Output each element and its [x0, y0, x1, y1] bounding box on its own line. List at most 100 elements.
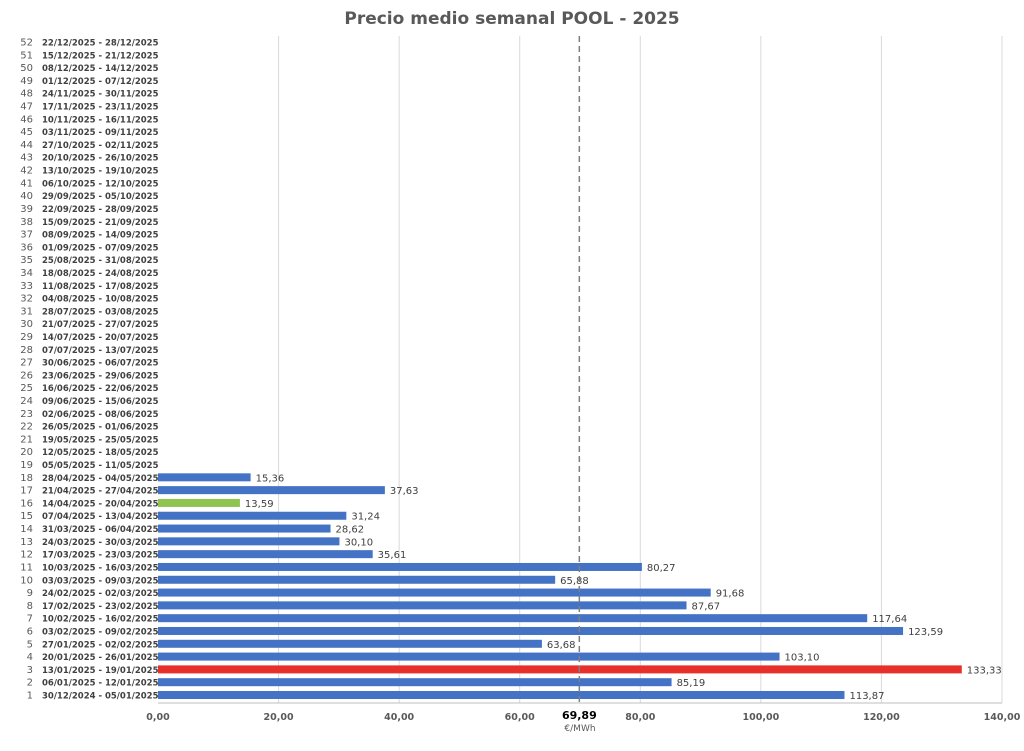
x-tick-label: 80,00	[625, 712, 655, 723]
week-number: 1	[27, 691, 33, 702]
bar	[158, 639, 542, 648]
week-date-range: 20/01/2025 - 26/01/2025	[42, 653, 159, 663]
week-date-range: 27/10/2025 - 02/11/2025	[42, 141, 159, 151]
week-date-range: 26/05/2025 - 01/06/2025	[42, 423, 159, 433]
week-date-range: 01/12/2025 - 07/12/2025	[42, 77, 159, 87]
week-number: 26	[20, 370, 33, 381]
week-number: 48	[20, 89, 33, 100]
week-number: 8	[27, 601, 33, 612]
week-number: 41	[20, 178, 33, 189]
week-date-range: 08/09/2025 - 14/09/2025	[42, 231, 159, 241]
week-number: 35	[20, 255, 33, 266]
week-number: 21	[20, 434, 33, 445]
week-date-range: 08/12/2025 - 14/12/2025	[42, 64, 159, 74]
week-date-range: 13/10/2025 - 19/10/2025	[42, 167, 159, 177]
week-date-range: 03/11/2025 - 09/11/2025	[42, 128, 159, 138]
x-axis: 0,00 20,00 40,00 60,00 80,00 100,00 120,00 140,…	[146, 702, 1021, 723]
bar	[158, 678, 672, 687]
week-number: 15	[20, 511, 33, 522]
week-date-range: 10/11/2025 - 16/11/2025	[42, 115, 159, 125]
x-tick-label: 40,00	[384, 712, 414, 723]
week-date-range: 22/09/2025 - 28/09/2025	[42, 205, 159, 215]
week-date-range: 09/06/2025 - 15/06/2025	[42, 397, 159, 407]
chart-title: Precio medio semanal POOL - 2025	[344, 9, 679, 29]
week-number: 51	[20, 50, 33, 61]
week-number: 45	[20, 127, 33, 138]
x-axis-title: €/MWh	[564, 724, 595, 734]
week-number: 36	[20, 242, 33, 253]
bar	[158, 498, 240, 507]
bar	[158, 562, 642, 571]
bar	[158, 588, 711, 597]
week-number: 29	[20, 332, 33, 343]
week-date-range: 06/10/2025 - 12/10/2025	[42, 179, 159, 189]
week-number: 11	[20, 562, 33, 573]
week-number: 37	[20, 230, 33, 241]
week-date-range: 28/04/2025 - 04/05/2025	[42, 474, 159, 484]
bar	[158, 601, 687, 610]
week-date-range: 04/08/2025 - 10/08/2025	[42, 295, 159, 305]
week-number: 10	[20, 575, 33, 586]
week-date-range: 13/01/2025 - 19/01/2025	[42, 666, 159, 676]
bar-value-label: 113,87	[849, 691, 884, 702]
bar-value-label: 63,68	[547, 640, 576, 651]
week-number: 27	[20, 358, 33, 369]
week-date-range: 10/03/2025 - 16/03/2025	[42, 563, 159, 573]
week-date-range: 30/06/2025 - 06/07/2025	[42, 359, 159, 369]
bar	[158, 473, 251, 482]
week-number: 40	[20, 191, 33, 202]
x-tick-label: 140,00	[984, 712, 1021, 723]
week-number: 33	[20, 281, 33, 292]
week-number: 13	[20, 537, 33, 548]
week-date-range: 03/03/2025 - 09/03/2025	[42, 576, 159, 586]
week-date-range: 30/12/2024 - 05/01/2025	[42, 692, 159, 702]
week-date-range: 11/08/2025 - 17/08/2025	[42, 282, 159, 292]
week-date-range: 29/09/2025 - 05/10/2025	[42, 192, 159, 202]
bar	[158, 626, 904, 635]
week-number: 4	[27, 652, 33, 663]
week-date-range: 17/03/2025 - 23/03/2025	[42, 551, 159, 561]
week-number: 12	[20, 550, 33, 561]
week-number: 2	[27, 678, 33, 689]
week-date-range: 15/12/2025 - 21/12/2025	[42, 51, 159, 61]
week-number: 6	[27, 626, 33, 637]
week-date-range: 17/11/2025 - 23/11/2025	[42, 103, 159, 113]
bars: 113,87 85,19 133,33 103,10 63,68 123,59117,64…	[158, 473, 1002, 702]
week-number: 42	[20, 166, 33, 177]
bar	[158, 652, 780, 661]
bar-value-label: 80,27	[647, 563, 676, 574]
week-date-range: 14/04/2025 - 20/04/2025	[42, 499, 159, 509]
week-number: 46	[20, 114, 33, 125]
week-date-range: 20/10/2025 - 26/10/2025	[42, 154, 159, 164]
bar-value-label: 37,63	[390, 486, 419, 497]
week-date-range: 07/04/2025 - 13/04/2025	[42, 512, 159, 522]
week-number: 30	[20, 319, 33, 330]
bar	[158, 691, 845, 699]
week-date-range: 25/08/2025 - 31/08/2025	[42, 256, 159, 266]
week-date-range: 21/07/2025 - 27/07/2025	[42, 320, 159, 330]
bar	[158, 537, 340, 546]
week-date-range: 28/07/2025 - 03/08/2025	[42, 307, 159, 317]
week-number: 25	[20, 383, 33, 394]
week-number: 19	[20, 460, 33, 471]
week-date-range: 02/06/2025 - 08/06/2025	[42, 410, 159, 420]
gridlines	[278, 36, 1003, 703]
bar	[158, 614, 868, 623]
week-number: 14	[20, 524, 33, 535]
bar-value-label: 30,10	[344, 537, 373, 548]
bar-value-label: 65,88	[560, 576, 589, 587]
week-number: 3	[27, 665, 33, 676]
week-number: 22	[20, 422, 33, 433]
week-date-range: 24/03/2025 - 30/03/2025	[42, 538, 159, 548]
bar	[158, 511, 347, 520]
bar-value-label: 31,24	[351, 512, 380, 523]
bar	[158, 486, 385, 495]
week-date-range: 14/07/2025 - 20/07/2025	[42, 333, 159, 343]
week-number: 20	[20, 447, 33, 458]
week-date-range: 23/06/2025 - 29/06/2025	[42, 371, 159, 381]
week-number: 49	[20, 76, 33, 87]
bar	[158, 550, 373, 559]
bar-value-label: 133,33	[967, 665, 1002, 676]
week-number: 52	[20, 38, 33, 49]
